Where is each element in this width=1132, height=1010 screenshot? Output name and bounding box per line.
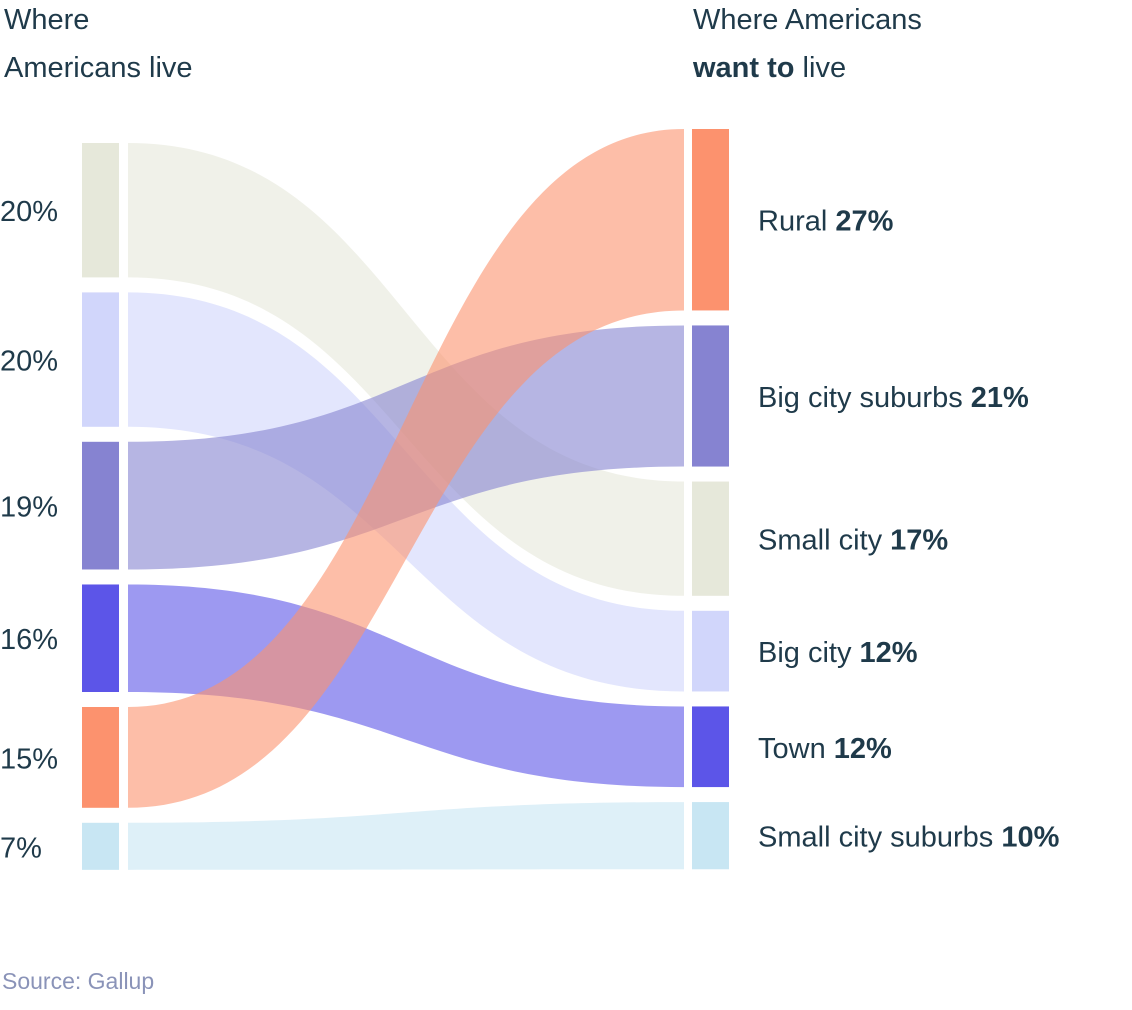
right-title-line1: Where Americans	[693, 4, 922, 36]
left-title-line1: Where	[4, 4, 90, 36]
right-bar-1	[692, 325, 729, 467]
right-column-title: Where Americans want to live	[693, 0, 1113, 92]
right-label-name-4: Town	[758, 733, 834, 765]
left-pct-label-0: 20%	[0, 196, 58, 228]
left-bar-5	[82, 822, 119, 870]
right-bar-5	[692, 802, 729, 870]
right-title-emphasis: want to	[693, 52, 795, 84]
right-label-name-0: Rural	[758, 206, 835, 238]
right-label-1: Big city suburbs 21%	[758, 382, 1029, 414]
right-label-pct-2: 17%	[890, 525, 948, 557]
right-label-pct-1: 21%	[971, 382, 1029, 414]
right-label-name-5: Small city suburbs	[758, 822, 1001, 854]
flow-band-3	[128, 584, 684, 788]
right-label-name-2: Small city	[758, 525, 890, 557]
left-bar-0	[82, 143, 119, 278]
labels-group: 20% 20% 19% 16% 15% 7% Rural 27% Big city subur…	[0, 196, 1060, 864]
left-bar-2	[82, 441, 119, 570]
right-label-0: Rural 27%	[758, 206, 894, 238]
flows-group	[128, 129, 684, 870]
right-bar-4	[692, 706, 729, 788]
left-pct-label-2: 19%	[0, 492, 58, 524]
left-title-line2: Americans live	[4, 52, 193, 84]
right-bar-0	[692, 129, 729, 311]
left-bar-3	[82, 584, 119, 692]
flow-band-0	[128, 143, 684, 596]
right-label-pct-4: 12%	[834, 733, 892, 765]
right-bar-2	[692, 481, 729, 596]
left-bars-group	[82, 143, 119, 870]
right-label-4: Town 12%	[758, 733, 892, 765]
right-label-name-1: Big city suburbs	[758, 382, 971, 414]
right-label-pct-5: 10%	[1001, 822, 1059, 854]
source-note: Source: Gallup	[2, 968, 155, 994]
flow-band-5	[128, 802, 684, 870]
left-pct-label-3: 16%	[0, 624, 58, 656]
right-label-pct-0: 27%	[835, 206, 893, 238]
flow-band-4	[128, 129, 684, 808]
right-bars-group	[692, 129, 729, 870]
right-label-5: Small city suburbs 10%	[758, 822, 1060, 854]
left-pct-label-1: 20%	[0, 346, 58, 378]
left-bar-1	[82, 292, 119, 427]
right-bar-3	[692, 610, 729, 692]
right-title-rest: live	[794, 52, 847, 84]
left-pct-label-4: 15%	[0, 743, 58, 775]
right-title-line2: want to live	[693, 44, 1113, 92]
left-bar-4	[82, 707, 119, 808]
right-label-name-3: Big city	[758, 637, 860, 669]
left-pct-label-5: 7%	[0, 832, 42, 864]
right-label-2: Small city 17%	[758, 525, 948, 557]
right-label-pct-3: 12%	[860, 637, 918, 669]
left-column-title: Where Americans live	[4, 0, 304, 92]
right-label-3: Big city 12%	[758, 637, 918, 669]
